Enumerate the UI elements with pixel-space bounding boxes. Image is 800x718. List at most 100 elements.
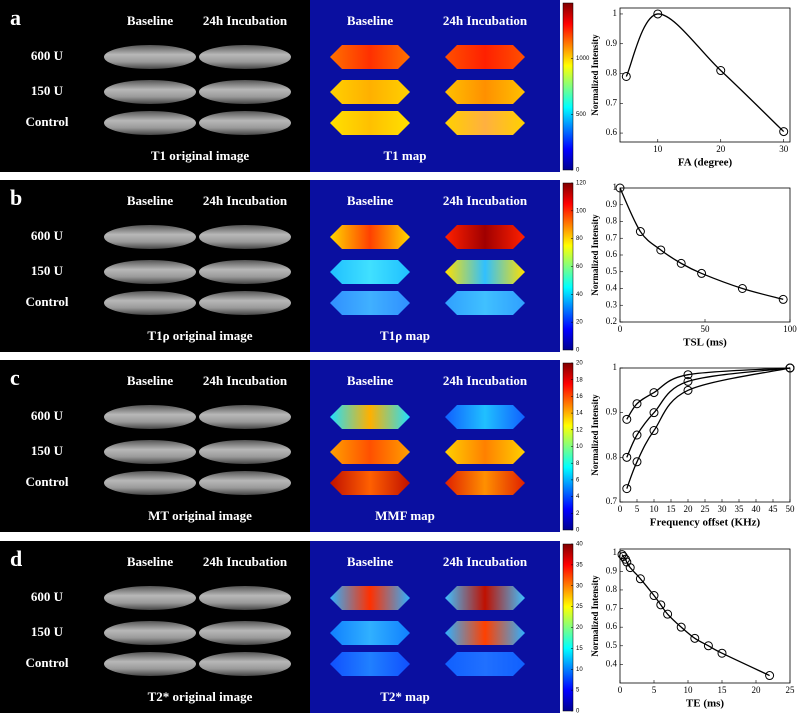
data-point [683,370,693,380]
colorbar-tick-label: 18 [576,377,583,383]
x-tick-label: 20 [752,685,762,695]
row-label: Control [25,474,68,489]
map-image [445,652,525,676]
y-tick-label: 0.9 [606,565,618,575]
data-point [632,430,642,440]
mri-image [199,440,291,464]
map-image [330,621,410,645]
y-tick-label: 0.8 [606,68,618,78]
colorbar-tick-label: 16 [576,394,583,400]
mri-image [104,45,196,69]
fit-line [619,187,784,301]
mri-image [199,291,291,315]
data-point [649,388,659,398]
x-tick-label: 5 [652,685,657,695]
map-column-header: 24h Incubation [443,13,528,28]
image-caption: T1 original image [151,148,249,163]
column-header: 24h Incubation [203,373,288,388]
map-caption: MMF map [375,508,435,523]
map-image [330,471,410,495]
data-point [779,127,789,137]
plot-area [619,187,791,323]
x-tick-label: 10 [653,144,663,154]
map-image [330,652,410,676]
map-image [330,260,410,284]
y-tick-label: 0.7 [606,603,618,613]
x-tick-label: 20 [684,504,694,514]
data-point [653,9,663,19]
colorbar [562,2,574,171]
colorbar-tick-label: 120 [576,181,587,187]
mri-image [104,225,196,249]
x-tick-label: 30 [779,144,789,154]
map-image [330,225,410,249]
column-header: Baseline [127,13,173,28]
y-tick-label: 0.7 [606,496,618,506]
mri-image [199,111,291,135]
data-point [635,574,645,584]
data-point [621,71,631,81]
data-point [635,227,645,237]
map-image [445,80,525,104]
colorbar-tick-label: 25 [576,604,583,610]
row-label: 150 U [31,624,64,639]
column-header: 24h Incubation [203,554,288,569]
mri-image [104,405,196,429]
y-tick-label: 1 [613,182,618,192]
data-point [676,258,686,268]
x-tick-label: 5 [635,504,640,514]
y-tick-label: 0.3 [606,299,618,309]
y-tick-label: 0.7 [606,232,618,242]
colorbar-tick-label: 30 [576,583,583,589]
map-image [445,111,525,135]
data-point [625,563,635,573]
y-tick-label: 0.7 [606,97,618,107]
map-column-header: 24h Incubation [443,554,528,569]
y-axis-label: Normalized Intensity [590,34,600,116]
data-point [663,609,673,619]
plot-area [619,548,791,684]
mri-image [104,80,196,104]
map-image [445,471,525,495]
x-tick-label: 25 [786,685,796,695]
fit-line [626,367,791,489]
map-image [445,260,525,284]
x-axis-label: FA (degree) [678,157,733,169]
row-label: 600 U [31,408,64,423]
mri-image [104,260,196,284]
map-image [330,291,410,315]
y-tick-label: 0.8 [606,451,618,461]
x-tick-label: 25 [701,504,711,514]
panel-letter: c [10,365,20,390]
mri-image [104,652,196,676]
colorbar-tick-label: 12 [576,427,583,433]
fit-line [625,13,785,133]
mri-image [199,260,291,284]
map-image [330,45,410,69]
fit-line [626,367,791,458]
plot-area [619,367,791,503]
mri-image [104,471,196,495]
mri-image [104,621,196,645]
data-point [632,457,642,467]
data-point [649,408,659,418]
map-image [330,80,410,104]
map-image [445,586,525,610]
colorbar-tick-label: 0 [576,528,580,534]
colorbar-tick-label: 35 [576,562,583,568]
y-tick-label: 0.8 [606,584,618,594]
mri-image [104,586,196,610]
data-point [649,591,659,601]
x-tick-label: 50 [786,504,796,514]
map-image [445,405,525,429]
map-column-header: Baseline [347,193,393,208]
y-axis-label: Normalized Intensity [590,394,600,476]
data-point [785,363,795,373]
x-tick-label: 10 [684,685,694,695]
map-image [330,586,410,610]
mri-image [104,291,196,315]
map-image [445,440,525,464]
y-tick-label: 0.6 [606,621,618,631]
data-point [615,183,625,193]
